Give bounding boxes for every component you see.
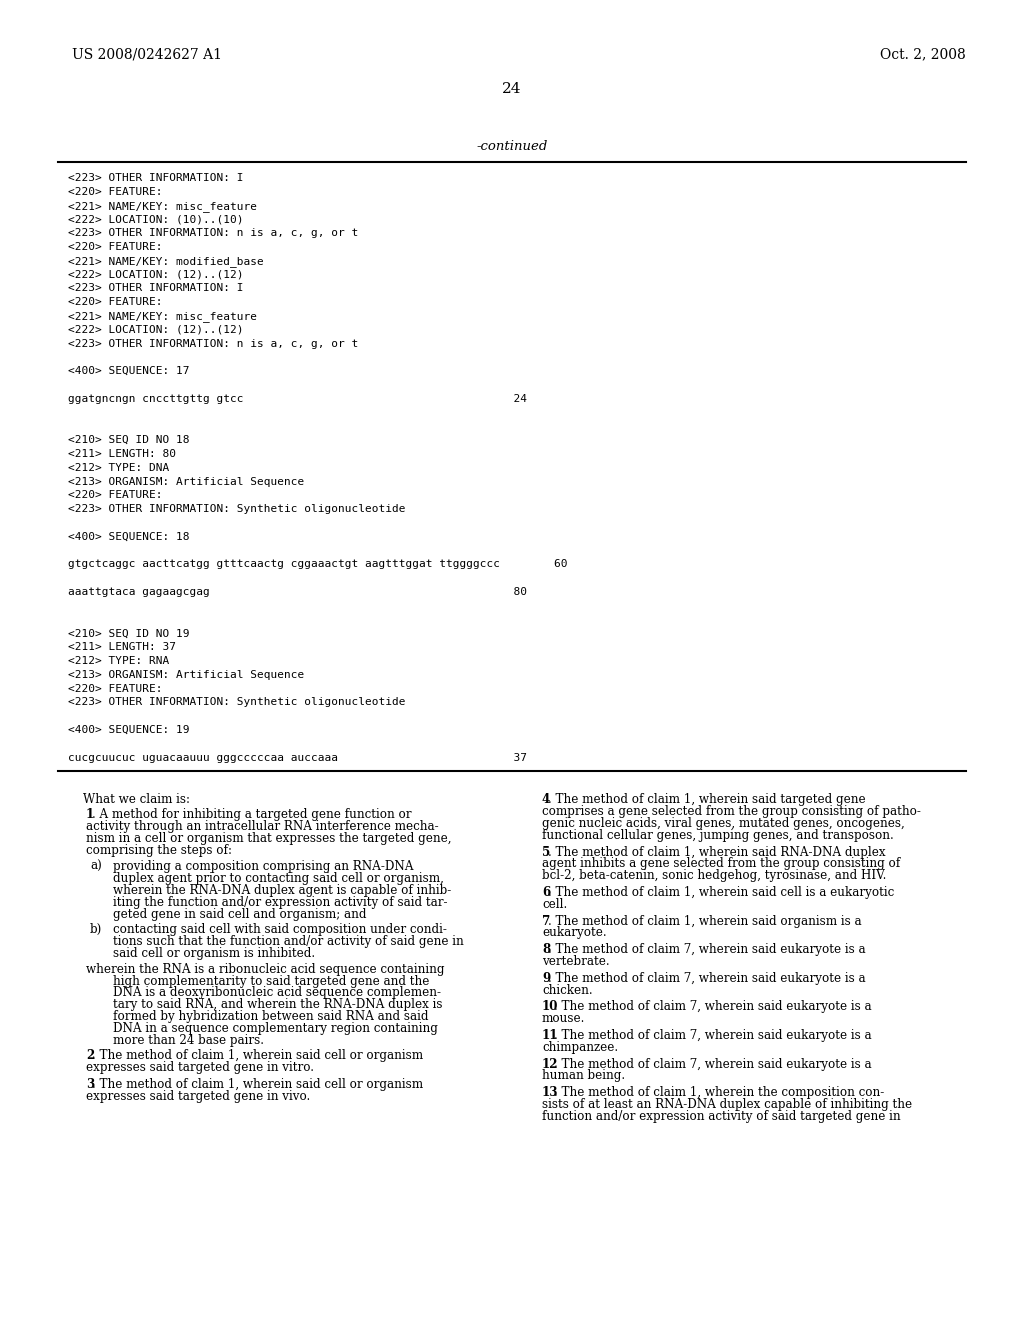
Text: <222> LOCATION: (10)..(10): <222> LOCATION: (10)..(10) [68, 214, 244, 224]
Text: comprising the steps of:: comprising the steps of: [86, 843, 232, 857]
Text: providing a composition comprising an RNA-DNA: providing a composition comprising an RN… [113, 861, 414, 874]
Text: wherein the RNA is a ribonucleic acid sequence containing: wherein the RNA is a ribonucleic acid se… [86, 962, 444, 975]
Text: activity through an intracellular RNA interference mecha-: activity through an intracellular RNA in… [86, 820, 438, 833]
Text: DNA in a sequence complementary region containing: DNA in a sequence complementary region c… [113, 1022, 438, 1035]
Text: sists of at least an RNA-DNA duplex capable of inhibiting the: sists of at least an RNA-DNA duplex capa… [542, 1098, 912, 1111]
Text: b): b) [90, 924, 102, 936]
Text: <223> OTHER INFORMATION: Synthetic oligonucleotide: <223> OTHER INFORMATION: Synthetic oligo… [68, 697, 406, 708]
Text: formed by hybridization between said RNA and said: formed by hybridization between said RNA… [113, 1010, 428, 1023]
Text: cucgcuucuc uguacaauuu gggcccccaa auccaaa                          37: cucgcuucuc uguacaauuu gggcccccaa auccaaa… [68, 752, 527, 763]
Text: <400> SEQUENCE: 19: <400> SEQUENCE: 19 [68, 725, 189, 735]
Text: expresses said targeted gene in vitro.: expresses said targeted gene in vitro. [86, 1061, 314, 1074]
Text: tary to said RNA, and wherein the RNA-DNA duplex is: tary to said RNA, and wherein the RNA-DN… [113, 998, 442, 1011]
Text: . The method of claim 7, wherein said eukaryote is a: . The method of claim 7, wherein said eu… [554, 1030, 871, 1041]
Text: 8: 8 [542, 944, 550, 956]
Text: contacting said cell with said composition under condi-: contacting said cell with said compositi… [113, 924, 446, 936]
Text: . The method of claim 1, wherein said cell is a eukaryotic: . The method of claim 1, wherein said ce… [548, 886, 894, 899]
Text: aaattgtaca gagaagcgag                                             80: aaattgtaca gagaagcgag 80 [68, 587, 527, 597]
Text: <220> FEATURE:: <220> FEATURE: [68, 187, 163, 197]
Text: said cell or organism is inhibited.: said cell or organism is inhibited. [113, 946, 315, 960]
Text: 7: 7 [542, 915, 550, 928]
Text: <223> OTHER INFORMATION: I: <223> OTHER INFORMATION: I [68, 284, 244, 293]
Text: <211> LENGTH: 37: <211> LENGTH: 37 [68, 643, 176, 652]
Text: . The method of claim 7, wherein said eukaryote is a: . The method of claim 7, wherein said eu… [548, 972, 865, 985]
Text: chimpanzee.: chimpanzee. [542, 1040, 618, 1053]
Text: tions such that the function and/or activity of said gene in: tions such that the function and/or acti… [113, 935, 464, 948]
Text: comprises a gene selected from the group consisting of patho-: comprises a gene selected from the group… [542, 805, 921, 818]
Text: <220> FEATURE:: <220> FEATURE: [68, 491, 163, 500]
Text: <221> NAME/KEY: misc_feature: <221> NAME/KEY: misc_feature [68, 201, 257, 211]
Text: <220> FEATURE:: <220> FEATURE: [68, 297, 163, 308]
Text: high complementarity to said targeted gene and the: high complementarity to said targeted ge… [113, 974, 429, 987]
Text: agent inhibits a gene selected from the group consisting of: agent inhibits a gene selected from the … [542, 858, 900, 870]
Text: more than 24 base pairs.: more than 24 base pairs. [113, 1034, 264, 1047]
Text: . The method of claim 1, wherein said targeted gene: . The method of claim 1, wherein said ta… [548, 793, 865, 807]
Text: Oct. 2, 2008: Oct. 2, 2008 [881, 48, 966, 61]
Text: duplex agent prior to contacting said cell or organism,: duplex agent prior to contacting said ce… [113, 873, 443, 886]
Text: <222> LOCATION: (12)..(12): <222> LOCATION: (12)..(12) [68, 269, 244, 280]
Text: eukaryote.: eukaryote. [542, 927, 606, 940]
Text: 11: 11 [542, 1030, 558, 1041]
Text: cell.: cell. [542, 898, 567, 911]
Text: 2: 2 [86, 1049, 94, 1063]
Text: <220> FEATURE:: <220> FEATURE: [68, 684, 163, 693]
Text: 6: 6 [542, 886, 550, 899]
Text: <400> SEQUENCE: 18: <400> SEQUENCE: 18 [68, 532, 189, 541]
Text: 24: 24 [502, 82, 522, 96]
Text: DNA is a deoxyribonucleic acid sequence complemen-: DNA is a deoxyribonucleic acid sequence … [113, 986, 441, 999]
Text: chicken.: chicken. [542, 983, 593, 997]
Text: . A method for inhibiting a targeted gene function or: . A method for inhibiting a targeted gen… [92, 808, 412, 821]
Text: gtgctcaggc aacttcatgg gtttcaactg cggaaactgt aagtttggat ttggggccc        60: gtgctcaggc aacttcatgg gtttcaactg cggaaac… [68, 560, 567, 569]
Text: human being.: human being. [542, 1069, 625, 1082]
Text: <221> NAME/KEY: misc_feature: <221> NAME/KEY: misc_feature [68, 312, 257, 322]
Text: . The method of claim 1, wherein said RNA-DNA duplex: . The method of claim 1, wherein said RN… [548, 846, 886, 858]
Text: <220> FEATURE:: <220> FEATURE: [68, 242, 163, 252]
Text: 5: 5 [542, 846, 550, 858]
Text: . The method of claim 1, wherein said cell or organism: . The method of claim 1, wherein said ce… [92, 1078, 423, 1092]
Text: functional cellular genes, jumping genes, and transposon.: functional cellular genes, jumping genes… [542, 829, 894, 842]
Text: 4: 4 [542, 793, 550, 807]
Text: <223> OTHER INFORMATION: n is a, c, g, or t: <223> OTHER INFORMATION: n is a, c, g, o… [68, 339, 358, 348]
Text: 10: 10 [542, 1001, 558, 1014]
Text: <223> OTHER INFORMATION: I: <223> OTHER INFORMATION: I [68, 173, 244, 183]
Text: . The method of claim 1, wherein said cell or organism: . The method of claim 1, wherein said ce… [92, 1049, 423, 1063]
Text: . The method of claim 7, wherein said eukaryote is a: . The method of claim 7, wherein said eu… [554, 1057, 871, 1071]
Text: <222> LOCATION: (12)..(12): <222> LOCATION: (12)..(12) [68, 325, 244, 335]
Text: 13: 13 [542, 1086, 558, 1100]
Text: vertebrate.: vertebrate. [542, 954, 609, 968]
Text: nism in a cell or organism that expresses the targeted gene,: nism in a cell or organism that expresse… [86, 832, 452, 845]
Text: <221> NAME/KEY: modified_base: <221> NAME/KEY: modified_base [68, 256, 264, 267]
Text: wherein the RNA-DNA duplex agent is capable of inhib-: wherein the RNA-DNA duplex agent is capa… [113, 884, 452, 898]
Text: ggatgncngn cnccttgttg gtcc                                        24: ggatgncngn cnccttgttg gtcc 24 [68, 393, 527, 404]
Text: . The method of claim 7, wherein said eukaryote is a: . The method of claim 7, wherein said eu… [554, 1001, 871, 1014]
Text: 12: 12 [542, 1057, 558, 1071]
Text: <210> SEQ ID NO 19: <210> SEQ ID NO 19 [68, 628, 189, 639]
Text: <213> ORGANISM: Artificial Sequence: <213> ORGANISM: Artificial Sequence [68, 477, 304, 487]
Text: <213> ORGANISM: Artificial Sequence: <213> ORGANISM: Artificial Sequence [68, 669, 304, 680]
Text: a): a) [90, 861, 101, 874]
Text: expresses said targeted gene in vivo.: expresses said targeted gene in vivo. [86, 1090, 310, 1102]
Text: . The method of claim 1, wherein said organism is a: . The method of claim 1, wherein said or… [548, 915, 861, 928]
Text: . The method of claim 1, wherein the composition con-: . The method of claim 1, wherein the com… [554, 1086, 884, 1100]
Text: genic nucleic acids, viral genes, mutated genes, oncogenes,: genic nucleic acids, viral genes, mutate… [542, 817, 905, 830]
Text: geted gene in said cell and organism; and: geted gene in said cell and organism; an… [113, 908, 367, 920]
Text: <210> SEQ ID NO 18: <210> SEQ ID NO 18 [68, 436, 189, 445]
Text: -continued: -continued [476, 140, 548, 153]
Text: . The method of claim 7, wherein said eukaryote is a: . The method of claim 7, wherein said eu… [548, 944, 865, 956]
Text: <212> TYPE: DNA: <212> TYPE: DNA [68, 463, 169, 473]
Text: iting the function and/or expression activity of said tar-: iting the function and/or expression act… [113, 896, 447, 908]
Text: US 2008/0242627 A1: US 2008/0242627 A1 [72, 48, 222, 61]
Text: <223> OTHER INFORMATION: Synthetic oligonucleotide: <223> OTHER INFORMATION: Synthetic oligo… [68, 504, 406, 515]
Text: mouse.: mouse. [542, 1012, 586, 1026]
Text: 3: 3 [86, 1078, 94, 1092]
Text: 9: 9 [542, 972, 550, 985]
Text: 1: 1 [86, 808, 94, 821]
Text: What we claim is:: What we claim is: [68, 793, 190, 807]
Text: <212> TYPE: RNA: <212> TYPE: RNA [68, 656, 169, 667]
Text: function and/or expression activity of said targeted gene in: function and/or expression activity of s… [542, 1110, 901, 1123]
Text: bcl-2, beta-catenin, sonic hedgehog, tyrosinase, and HIV.: bcl-2, beta-catenin, sonic hedgehog, tyr… [542, 869, 887, 882]
Text: <211> LENGTH: 80: <211> LENGTH: 80 [68, 449, 176, 459]
Text: <400> SEQUENCE: 17: <400> SEQUENCE: 17 [68, 366, 189, 376]
Text: <223> OTHER INFORMATION: n is a, c, g, or t: <223> OTHER INFORMATION: n is a, c, g, o… [68, 228, 358, 238]
